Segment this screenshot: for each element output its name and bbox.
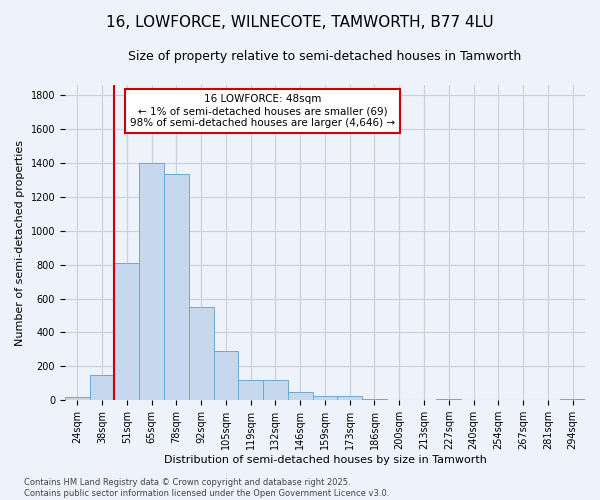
Bar [89, 375, 115, 400]
Bar [214, 351, 238, 400]
Bar [560, 398, 585, 400]
Bar [189, 307, 214, 400]
Y-axis label: Number of semi-detached properties: Number of semi-detached properties [15, 140, 25, 346]
Bar [436, 399, 461, 400]
Bar [238, 380, 263, 400]
Bar [313, 396, 337, 400]
Text: Contains HM Land Registry data © Crown copyright and database right 2025.
Contai: Contains HM Land Registry data © Crown c… [24, 478, 389, 498]
Bar [362, 398, 387, 400]
Bar [288, 392, 313, 400]
Bar [164, 174, 189, 400]
Bar [139, 163, 164, 400]
Text: 16, LOWFORCE, WILNECOTE, TAMWORTH, B77 4LU: 16, LOWFORCE, WILNECOTE, TAMWORTH, B77 4… [106, 15, 494, 30]
Bar [65, 397, 89, 400]
Title: Size of property relative to semi-detached houses in Tamworth: Size of property relative to semi-detach… [128, 50, 521, 63]
Bar [337, 396, 362, 400]
X-axis label: Distribution of semi-detached houses by size in Tamworth: Distribution of semi-detached houses by … [164, 455, 487, 465]
Text: 16 LOWFORCE: 48sqm
← 1% of semi-detached houses are smaller (69)
98% of semi-det: 16 LOWFORCE: 48sqm ← 1% of semi-detached… [130, 94, 395, 128]
Bar [263, 380, 288, 400]
Bar [115, 263, 139, 400]
